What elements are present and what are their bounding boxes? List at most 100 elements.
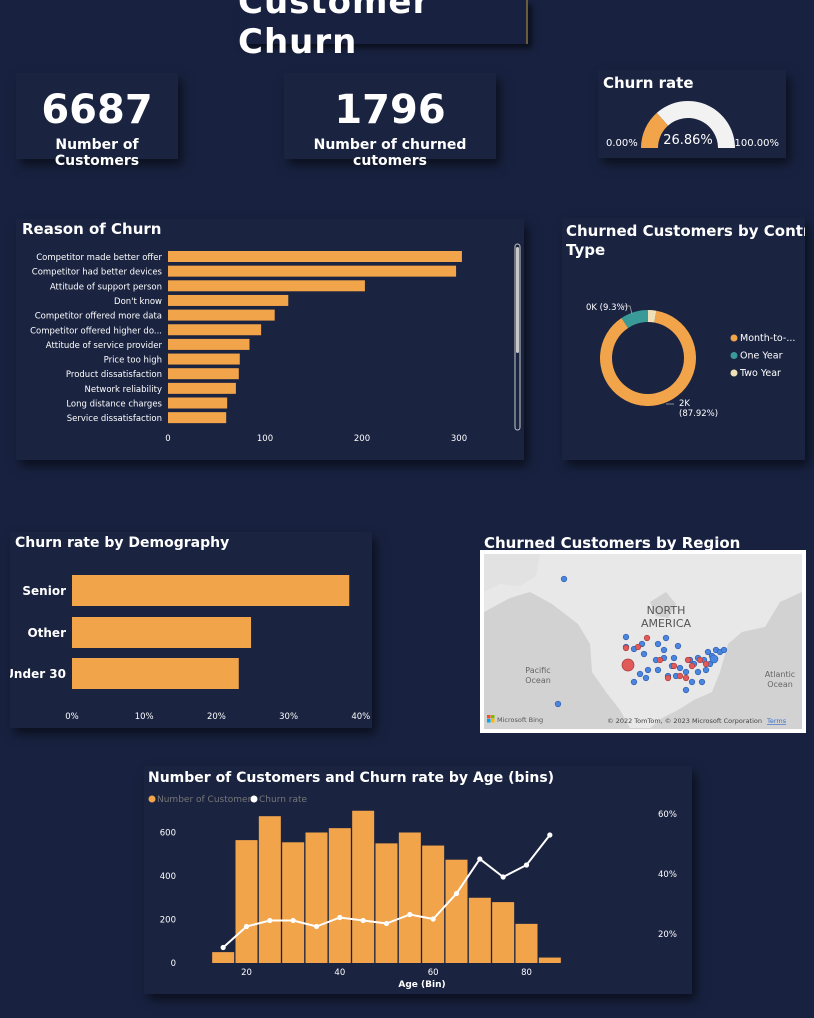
demography-x-tick: 0% bbox=[65, 712, 79, 722]
contract-slice-month bbox=[600, 310, 696, 406]
map-bubble-blue bbox=[636, 670, 644, 678]
reason-category-label: Service dissatisfaction bbox=[67, 414, 162, 424]
reason-chart-title: Reason of Churn bbox=[22, 220, 161, 238]
reason-category-label: Product dissatisfaction bbox=[66, 370, 162, 380]
age-bar bbox=[375, 843, 398, 963]
age-bar bbox=[538, 957, 561, 963]
map-bubble-red bbox=[684, 656, 692, 664]
map-bubble-blue bbox=[662, 634, 670, 642]
reason-bar bbox=[168, 280, 365, 292]
age-churn-point bbox=[360, 917, 366, 924]
age-bar bbox=[422, 845, 445, 963]
kpi-card-churned[interactable]: 1796 Number of churned cutomers bbox=[284, 73, 496, 169]
age-legend-label-customers: Number of Customers bbox=[157, 795, 256, 805]
churn-rate-gauge-card[interactable]: Churn rate 26.86% 0.00% 100.00% bbox=[598, 70, 786, 158]
demography-bar bbox=[72, 658, 239, 689]
contract-callout-month: 2K bbox=[679, 399, 690, 409]
contract-slice-one-year bbox=[621, 310, 648, 328]
kpi-label-customers: Number of Customers bbox=[54, 137, 140, 169]
region-chart-title: Churned Customers by Region bbox=[484, 534, 740, 552]
demography-chart-title: Churn rate by Demography bbox=[15, 535, 229, 551]
age-x-tick: 20 bbox=[241, 968, 252, 978]
age-x-tick: 80 bbox=[521, 968, 532, 978]
demography-category-label: Under 30 bbox=[10, 667, 66, 681]
reason-bar bbox=[168, 309, 275, 321]
map-bubble-blue bbox=[670, 654, 678, 662]
reason-x-tick: 100 bbox=[257, 434, 273, 444]
demography-category-label: Senior bbox=[22, 584, 66, 598]
age-bar bbox=[305, 832, 328, 963]
reason-bar bbox=[168, 265, 457, 277]
reason-bar bbox=[168, 412, 227, 424]
contract-legend-label: Month-to-... bbox=[740, 333, 795, 344]
map-bubble-blue bbox=[640, 650, 648, 658]
contract-type-chart: Churned Customers by ContractType 0K (9.3… bbox=[566, 222, 805, 419]
map-bubble-blue bbox=[654, 666, 662, 674]
map-label-atlantic: Atlantic bbox=[765, 670, 795, 679]
map-bubble-blue bbox=[682, 668, 690, 676]
kpi-card-customers[interactable]: 6687 Number of Customers bbox=[16, 73, 178, 169]
map-bubble-blue bbox=[704, 648, 712, 656]
reason-category-label: Competitor offered more data bbox=[35, 312, 162, 322]
map-bubble-blue bbox=[660, 646, 668, 654]
map-terms-link[interactable]: Terms bbox=[766, 717, 787, 725]
age-churn-point bbox=[337, 914, 343, 921]
age-chart-title: Number of Customers and Churn rate by Ag… bbox=[148, 770, 554, 786]
gauge-track bbox=[656, 101, 735, 148]
reason-category-label: Network reliability bbox=[84, 385, 162, 395]
map-bubble-red bbox=[643, 634, 651, 642]
kpi-value-churned: 1796 bbox=[334, 87, 446, 133]
map-brand: Microsoft Bing bbox=[497, 716, 543, 724]
reason-x-tick: 200 bbox=[354, 434, 370, 444]
reason-bar bbox=[168, 251, 462, 262]
map-bubble-blue bbox=[622, 633, 630, 641]
reason-of-churn-card[interactable]: Reason of Churn Competitor made better of… bbox=[16, 219, 524, 460]
bing-logo-square bbox=[487, 715, 491, 719]
age-churn-point bbox=[523, 862, 530, 868]
age-churn-point bbox=[267, 917, 273, 924]
demography-x-tick: 30% bbox=[279, 712, 298, 722]
age-churn-point bbox=[313, 923, 320, 930]
map-bubble-red-large bbox=[621, 658, 635, 672]
age-bins-chart: Number of Customers and Churn rate by Ag… bbox=[148, 770, 677, 990]
map-bubble-red bbox=[682, 674, 690, 682]
demography-card[interactable]: Churn rate by Demography Senior Other Under… bbox=[10, 532, 372, 728]
age-churn-point bbox=[407, 911, 413, 918]
age-y-left-tick: 600 bbox=[160, 829, 176, 839]
age-y-right-tick: 40% bbox=[658, 870, 677, 880]
age-bins-card[interactable]: Number of Customers and Churn rate by Ag… bbox=[144, 766, 692, 994]
kpi-value-customers: 6687 bbox=[41, 87, 153, 133]
map-label-atlantic-ocean: Ocean bbox=[767, 680, 793, 689]
age-y-right-tick: 60% bbox=[658, 810, 677, 820]
reason-bar bbox=[168, 382, 236, 394]
region-map-card[interactable]: Churned Customers by Region NORTH AMERICA P… bbox=[480, 532, 806, 733]
contract-type-card[interactable]: Churned Customers by ContractType 0K (9.3… bbox=[562, 218, 805, 460]
age-churn-point bbox=[547, 832, 553, 838]
age-bar bbox=[212, 952, 235, 963]
contract-legend-marker bbox=[730, 369, 738, 377]
gauge-title: Churn rate bbox=[603, 74, 694, 92]
map-bubble-blue bbox=[560, 575, 568, 583]
bing-logo-square bbox=[491, 715, 495, 719]
age-x-tick: 40 bbox=[334, 968, 345, 978]
map-bubble-blue bbox=[676, 664, 684, 672]
age-churn-point bbox=[243, 923, 250, 930]
map-bubble-red bbox=[696, 656, 704, 664]
age-x-tick: 60 bbox=[428, 968, 439, 978]
contract-chart-title-line2: Type bbox=[566, 241, 605, 259]
age-x-axis-label: Age (Bin) bbox=[398, 980, 445, 990]
contract-slice-two-year bbox=[648, 310, 657, 323]
gauge-min-label: 0.00% bbox=[606, 138, 638, 149]
contract-legend-label: One Year bbox=[740, 351, 783, 362]
contract-legend-marker bbox=[730, 334, 738, 342]
map-bubble-red bbox=[634, 643, 642, 651]
age-bar bbox=[515, 923, 538, 963]
reason-of-churn-chart: Reason of Churn Competitor made better of… bbox=[22, 220, 521, 444]
age-bar bbox=[235, 840, 258, 963]
age-legend-label-churn: Churn rate bbox=[259, 795, 308, 805]
reason-bar bbox=[168, 397, 228, 409]
demography-chart: Churn rate by Demography Senior Other Under… bbox=[10, 535, 370, 722]
map-bubble-blue bbox=[642, 674, 650, 682]
kpi-label-churned: Number of churned cutomers bbox=[313, 137, 467, 169]
